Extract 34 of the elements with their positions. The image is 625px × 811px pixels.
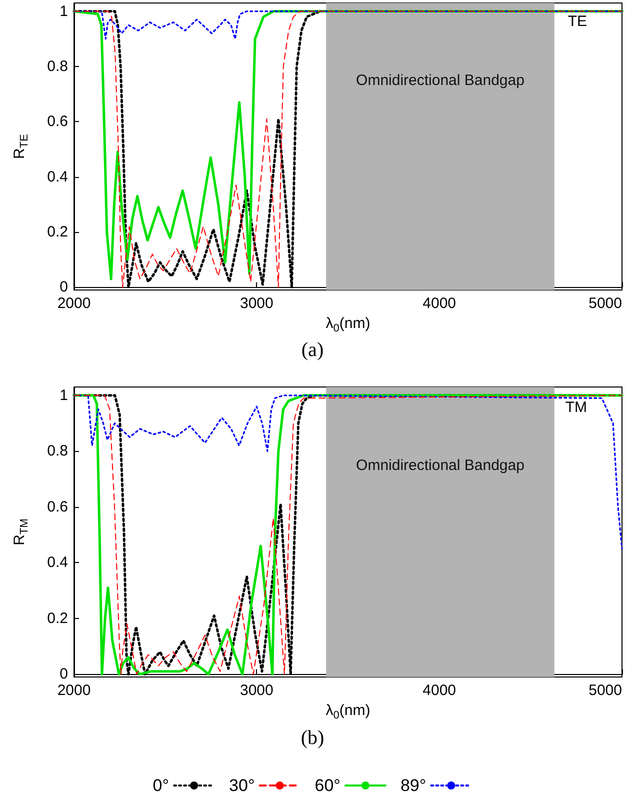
y-tick-label: 0.2 (47, 224, 68, 241)
y-tick-label: 0.6 (47, 498, 68, 516)
text: (b) (300, 727, 324, 749)
legend-label: 89° (400, 776, 426, 795)
y-tick-label: 0.2 (47, 610, 68, 627)
line-series (73, 394, 623, 550)
y-tick-label: 0.8 (47, 58, 68, 75)
y-tick-label: 0.8 (47, 442, 68, 460)
x-tick-label: 3000 (240, 295, 274, 312)
y-tick-label: 0 (60, 278, 68, 296)
text: (a) (301, 339, 324, 361)
x-tick-label: 2000 (57, 295, 91, 312)
line-series (73, 10, 623, 40)
legend-label: 30° (229, 776, 255, 795)
x-tick-label: 5000 (588, 682, 622, 699)
annotation: TE (568, 13, 588, 30)
band-label: Omnidirectional Bandgap (356, 456, 524, 474)
y-tick-label: 0.6 (47, 113, 68, 130)
x-tick-label: 5000 (588, 295, 622, 312)
y-axis-title: RTM (11, 518, 30, 546)
x-tick-label: 2000 (57, 682, 91, 699)
y-tick-label: 0.4 (47, 554, 68, 572)
y-tick-label: 1 (60, 386, 68, 404)
y-axis-title: RTE (11, 134, 30, 159)
legend-label: 0° (152, 776, 170, 795)
legend-label: 60° (314, 776, 340, 795)
x-tick-label: 4000 (422, 295, 456, 312)
y-tick-label: 0.4 (47, 168, 68, 186)
x-tick-label: 3000 (240, 682, 274, 699)
band-label: Omnidirectional Bandgap (356, 72, 524, 89)
y-tick-label: 0 (60, 666, 68, 683)
annotation: TM (565, 399, 588, 416)
y-tick-label: 1 (60, 2, 68, 20)
x-tick-label: 4000 (422, 682, 456, 699)
